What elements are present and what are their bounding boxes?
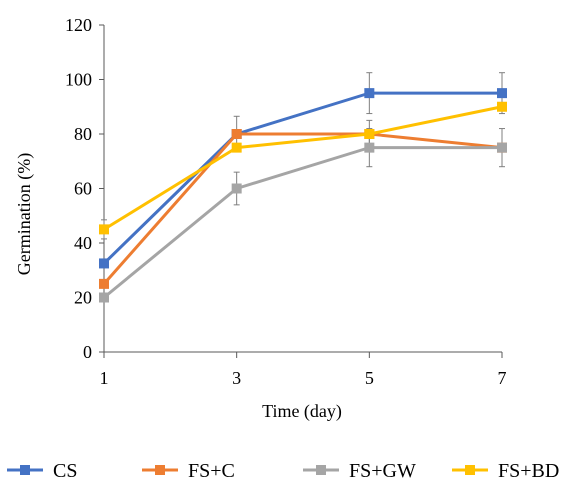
- legend-marker: [20, 465, 30, 475]
- series-fs-gw: [99, 142, 507, 303]
- legend-label: FS+GW: [349, 460, 416, 482]
- y-tick-label: 120: [65, 15, 92, 35]
- data-point: [231, 129, 242, 139]
- legend-marker: [465, 465, 475, 475]
- legend-marker: [316, 465, 326, 475]
- data-point: [99, 258, 109, 269]
- data-point: [364, 142, 375, 153]
- x-tick-label: 1: [100, 368, 109, 388]
- data-point: [497, 101, 507, 112]
- data-point: [99, 292, 109, 303]
- data-point: [497, 142, 507, 153]
- data-point: [99, 224, 109, 235]
- data-point: [497, 88, 507, 99]
- series-line: [103, 146, 502, 299]
- legend-item: CS: [7, 460, 77, 482]
- axes: [99, 24, 503, 358]
- data-point: [364, 88, 375, 99]
- y-tick-label: 20: [74, 288, 92, 308]
- x-tick-label: 5: [365, 368, 374, 388]
- series-lines: [99, 88, 507, 303]
- series-fs-bd: [99, 101, 507, 235]
- legend-item: FS+C: [142, 460, 235, 482]
- legend-item: FS+BD: [452, 460, 559, 482]
- tick-labels: 0 20 40 60 80 100 120 1 3 5 7: [65, 15, 507, 388]
- legend-item: FS+GW: [303, 460, 416, 482]
- series-line: [102, 91, 502, 265]
- legend: CS FS+C FS+GW FS+BD: [7, 460, 559, 482]
- y-tick-label: 60: [74, 179, 92, 199]
- y-tick-label: 80: [74, 124, 92, 144]
- legend-label: FS+C: [188, 460, 235, 482]
- data-point: [231, 183, 242, 194]
- y-tick-label: 100: [65, 70, 92, 90]
- legend-label: CS: [53, 460, 77, 482]
- series-line: [103, 105, 503, 231]
- legend-marker: [155, 465, 165, 475]
- y-axis-title: Germination (%): [14, 153, 35, 275]
- y-tick-label: 0: [83, 342, 92, 362]
- series-line: [102, 132, 503, 285]
- error-bars: [101, 72, 505, 240]
- series-cs: [99, 88, 507, 269]
- x-tick-label: 3: [232, 368, 241, 388]
- x-tick-label: 7: [498, 368, 507, 388]
- legend-label: FS+BD: [498, 460, 559, 482]
- x-axis-title: Time (day): [262, 401, 342, 422]
- y-tick-label: 40: [74, 233, 92, 253]
- data-point: [364, 129, 375, 139]
- data-point: [231, 142, 242, 153]
- data-point: [99, 278, 109, 289]
